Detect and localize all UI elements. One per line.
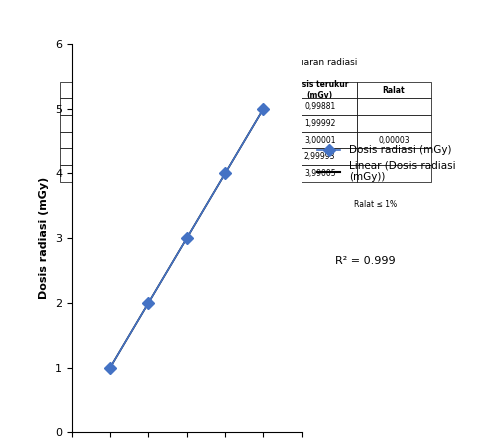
Legend: Dosis radiasi (mGy), Linear (Dosis radiasi
(mGy)): Dosis radiasi (mGy), Linear (Dosis radia… [313, 141, 459, 186]
Y-axis label: Dosis radiasi (mGy): Dosis radiasi (mGy) [39, 177, 49, 299]
Text: R² = 0.999: R² = 0.999 [335, 256, 396, 266]
Text: Ralat ≤ 1%: Ralat ≤ 1% [354, 200, 397, 209]
Text: 6 Tabel 2 Data hasil uji linearitas keluaran radiasi: 6 Tabel 2 Data hasil uji linearitas kelu… [134, 58, 357, 67]
Text: o Tidak memenuhi syarat: o Tidak memenuhi syarat [104, 200, 202, 209]
